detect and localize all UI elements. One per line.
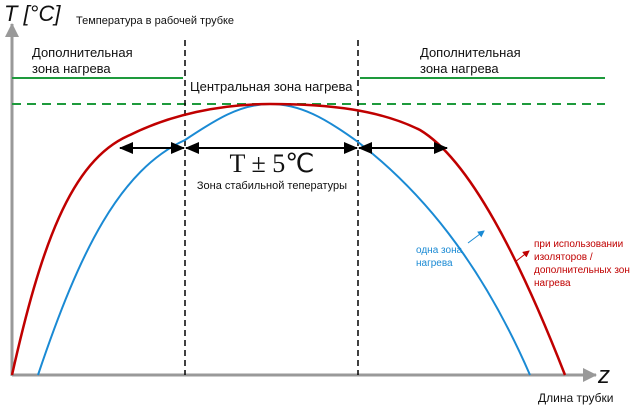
leader (514, 250, 530, 263)
y-axis-symbol: T [°C] (4, 1, 61, 26)
zone-label: зона нагрева (32, 61, 111, 76)
curve-label: нагрева (534, 278, 571, 289)
curve-label: при использовании (534, 239, 623, 250)
insulated-curve (10, 102, 567, 376)
stable-label: Зона стабильной тепературы (197, 180, 347, 192)
x-axis-symbol: z (597, 362, 610, 389)
y-axis-label: Температура в рабочей трубке (76, 15, 234, 27)
zone-label: Центральная зона нагрева (190, 79, 353, 94)
curve-label: нагрева (416, 258, 453, 269)
zone-label: зона нагрева (420, 61, 499, 76)
leader (467, 230, 485, 244)
zone-label: Дополнительная (420, 45, 521, 60)
curve-label: дополнительных зон (534, 265, 630, 276)
tolerance: T ± 5℃ (230, 149, 315, 178)
curve-label: одна зона (416, 245, 463, 256)
curve-label: изоляторов / (534, 252, 593, 263)
x-axis-label: Длина трубки (538, 391, 613, 405)
zone-label: Дополнительная (32, 45, 133, 60)
